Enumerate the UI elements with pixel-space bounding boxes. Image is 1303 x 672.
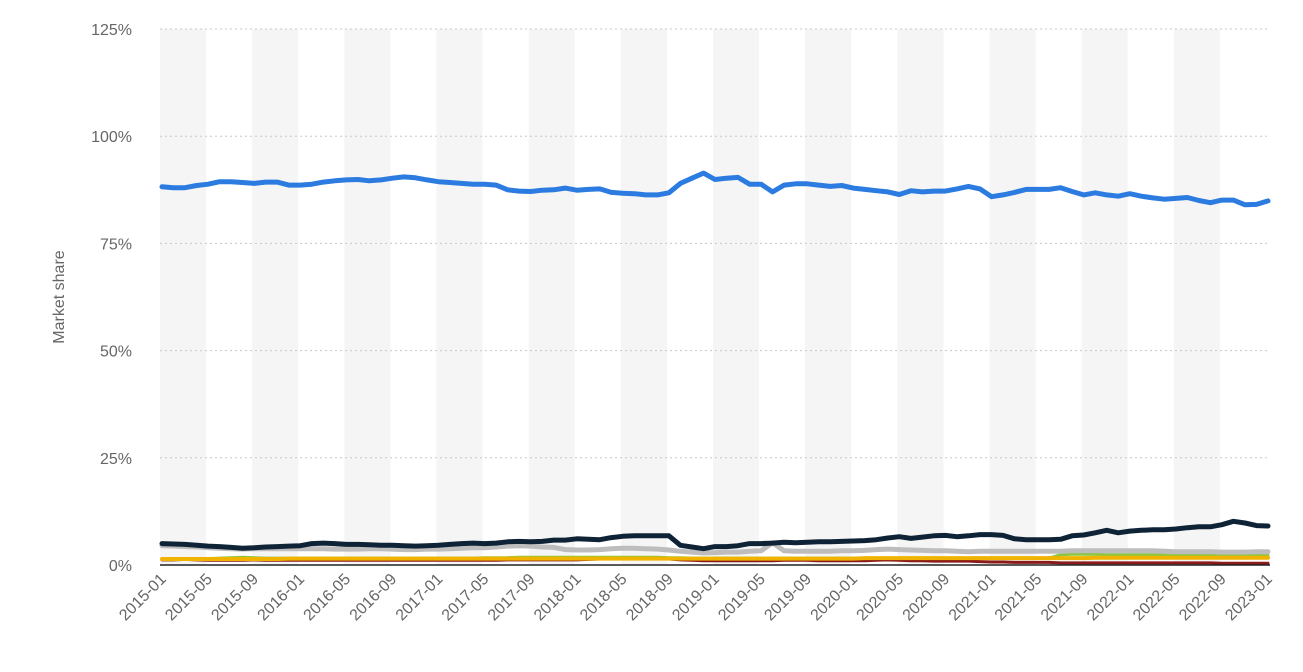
y-tick-label: 50%	[100, 344, 132, 361]
x-tick-label: 2020-01	[808, 571, 862, 625]
x-tick-label: 2020-09	[900, 571, 954, 625]
x-tick-label: 2019-09	[761, 571, 815, 625]
column-band	[805, 29, 852, 565]
x-tick-label: 2018-01	[531, 571, 585, 625]
x-tick-label: 2015-05	[162, 571, 216, 625]
x-tick-label: 2019-05	[715, 571, 769, 625]
line-series	[159, 170, 1271, 208]
column-band	[897, 29, 944, 565]
x-tick-label: 2020-05	[854, 571, 908, 625]
column-band	[989, 29, 1036, 565]
x-tick-label: 2019-01	[669, 571, 723, 625]
x-tick-label: 2017-05	[439, 571, 493, 625]
column-band	[528, 29, 575, 565]
x-tick-label: 2016-05	[301, 571, 355, 625]
y-tick-label: 75%	[100, 236, 132, 253]
column-band	[713, 29, 760, 565]
x-tick-label: 2021-09	[1038, 571, 1092, 625]
x-tick-label: 2017-09	[485, 571, 539, 625]
x-tick-label: 2021-05	[992, 571, 1046, 625]
x-tick-label: 2016-01	[255, 571, 309, 625]
column-band	[1081, 29, 1128, 565]
x-tick-label: 2015-01	[116, 571, 170, 625]
line-series	[159, 518, 1271, 552]
x-tick-label: 2018-05	[577, 571, 631, 625]
y-tick-label: 25%	[100, 451, 132, 468]
column-band	[620, 29, 667, 565]
column-band	[160, 29, 207, 565]
y-tick-label: 100%	[91, 129, 132, 146]
column-band	[252, 29, 299, 565]
line-series	[160, 555, 1270, 561]
x-tick-label: 2022-01	[1084, 571, 1138, 625]
x-tick-label: 2016-09	[347, 571, 401, 625]
y-axis-title: Market share	[51, 250, 68, 343]
x-tick-label: 2017-01	[393, 571, 447, 625]
line-series	[159, 540, 1271, 556]
x-tick-label: 2022-05	[1130, 571, 1184, 625]
x-tick-label: 2022-09	[1176, 571, 1230, 625]
x-tick-label: 2021-01	[946, 571, 1000, 625]
column-band	[344, 29, 391, 565]
x-tick-label: 2015-09	[208, 571, 262, 625]
x-tick-label: 2023-01	[1222, 571, 1276, 625]
x-tick-label: 2018-09	[623, 571, 677, 625]
y-tick-label: 0%	[109, 558, 132, 575]
column-band	[436, 29, 483, 565]
column-band	[1173, 29, 1220, 565]
y-tick-label: 125%	[91, 22, 132, 39]
